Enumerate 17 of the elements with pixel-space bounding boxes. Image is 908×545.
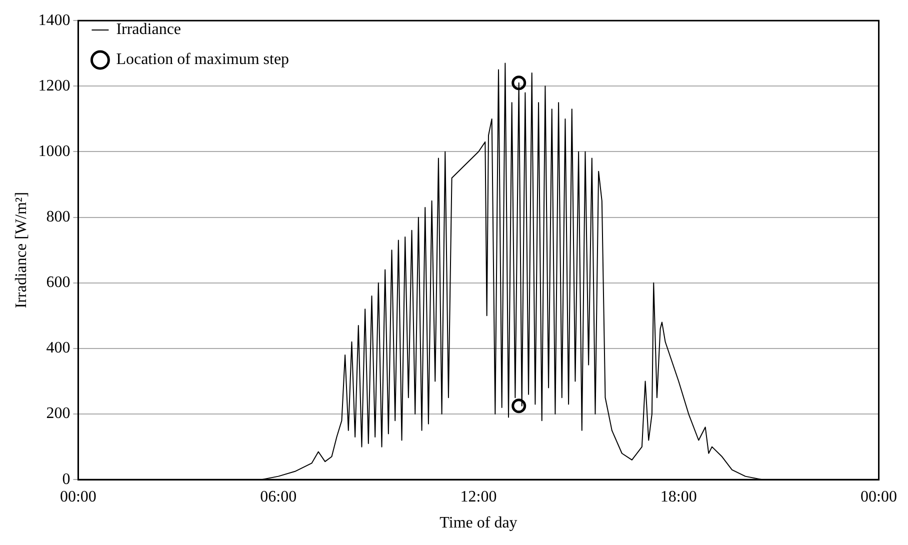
y-tick-label: 800 (46, 208, 70, 226)
x-tick-label: 00:00 (860, 488, 898, 506)
legend-label: Location of maximum step (116, 51, 290, 68)
legend-label: Irradiance (116, 21, 182, 38)
x-axis-title: Time of day (440, 514, 518, 532)
x-tick-label: 00:00 (60, 488, 96, 506)
y-tick-label: 400 (46, 340, 70, 357)
y-tick-label: 1400 (38, 12, 70, 29)
x-tick-label: 06:00 (260, 488, 297, 506)
y-tick-label: 1000 (38, 142, 70, 160)
y-axis-title: Irradiance [W/m²] (12, 192, 30, 308)
y-tick-label: 200 (46, 405, 70, 422)
y-tick-label: 1200 (38, 77, 70, 94)
x-tick-label: 18:00 (660, 488, 697, 506)
y-tick-label: 600 (46, 274, 70, 292)
x-tick-label: 12:00 (460, 488, 497, 506)
y-tick-label: 0 (62, 470, 70, 488)
